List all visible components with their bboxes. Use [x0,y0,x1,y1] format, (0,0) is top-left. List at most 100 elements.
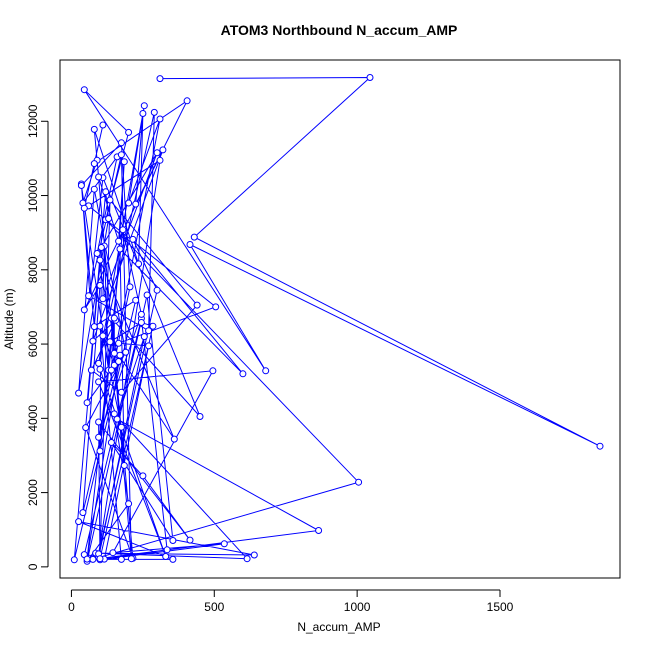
y-tick-label-2: 4000 [26,405,40,432]
data-point [99,332,107,340]
series-line-0 [73,76,601,562]
data-point [239,370,247,378]
data-point [96,281,104,289]
data-point [105,215,113,223]
data-point [99,295,107,303]
x-tick-label-3: 1500 [487,600,514,614]
data-point [132,296,140,304]
data-point [212,303,220,311]
data-point [96,555,104,563]
data-point [90,125,98,133]
data-point [140,333,148,341]
data-point [95,359,103,367]
data-point [110,314,118,322]
data-point [79,509,87,517]
data-point [117,151,125,159]
data-point [209,367,217,375]
data-point [122,348,130,356]
data-point [156,115,164,123]
plot-frame [59,59,621,579]
data-point [90,323,98,331]
data-point [163,546,171,554]
data-point [162,553,170,560]
data-point [127,555,135,563]
data-point [89,555,97,563]
data-point [243,555,251,563]
y-axis: 0 2000 4000 6000 8000 10000 12000 [26,104,49,570]
data-point [77,182,85,189]
data-point [150,108,158,116]
data-point [70,556,78,564]
y-tick-label-5: 10000 [26,179,40,213]
data-point [366,74,374,81]
data-point [117,555,125,563]
data-point [80,306,88,314]
data-point [83,555,91,563]
data-point [596,442,604,450]
x-axis-label: N_accum_AMP [297,620,380,634]
data-point [82,424,90,432]
data-point [87,366,95,374]
data-point [143,291,151,299]
data-point [250,551,258,559]
chart-title: ATOM3 Northbound N_accum_AMP [221,22,458,38]
data-point [156,75,164,83]
data-point [117,139,125,147]
data-point [156,156,164,164]
data-point [89,337,97,345]
data-point [183,97,191,105]
y-tick-label-1: 2000 [26,479,40,506]
x-tick-label-1: 500 [204,600,224,614]
data-point [95,173,103,181]
data-point [96,447,104,455]
data-point [116,245,124,253]
data-point [115,339,123,347]
data-point [106,338,114,346]
data-point [220,540,228,548]
data-point [120,158,128,166]
y-tick-label-4: 8000 [26,256,40,283]
data-point [135,260,143,268]
data-point [107,439,115,446]
data-point [132,200,140,208]
data-point [106,196,114,204]
y-tick-label-0: 0 [26,563,40,570]
data-point [90,185,98,193]
data-point [262,367,270,375]
data-point [137,319,145,326]
data-point [96,365,104,373]
data-point [119,226,127,234]
data-point [153,286,161,294]
data-point [117,388,125,396]
data-point [96,322,104,330]
data-point [75,389,83,397]
data-point [125,500,133,508]
data-point [99,121,107,129]
data-point [153,149,161,157]
data-point [139,110,147,117]
data-series [70,74,604,565]
data-point [139,472,147,480]
data-point [85,292,93,300]
data-point [110,349,118,357]
data-point [169,555,177,563]
data-point [109,549,117,557]
x-axis: 0 500 1000 1500 [68,589,514,614]
y-axis-label: Altitude (m) [2,288,16,349]
data-point [159,146,167,154]
data-point [355,478,363,486]
data-point [83,399,91,407]
data-point [170,435,178,443]
data-point [95,418,103,426]
x-tick-label-2: 1000 [344,600,371,614]
data-point [169,537,177,544]
data-point [107,366,115,374]
data-point [116,351,124,359]
data-point [129,235,137,243]
data-point [96,256,104,264]
data-point [140,102,148,110]
data-point [95,433,103,441]
data-point [117,423,125,431]
data-point [186,241,194,248]
